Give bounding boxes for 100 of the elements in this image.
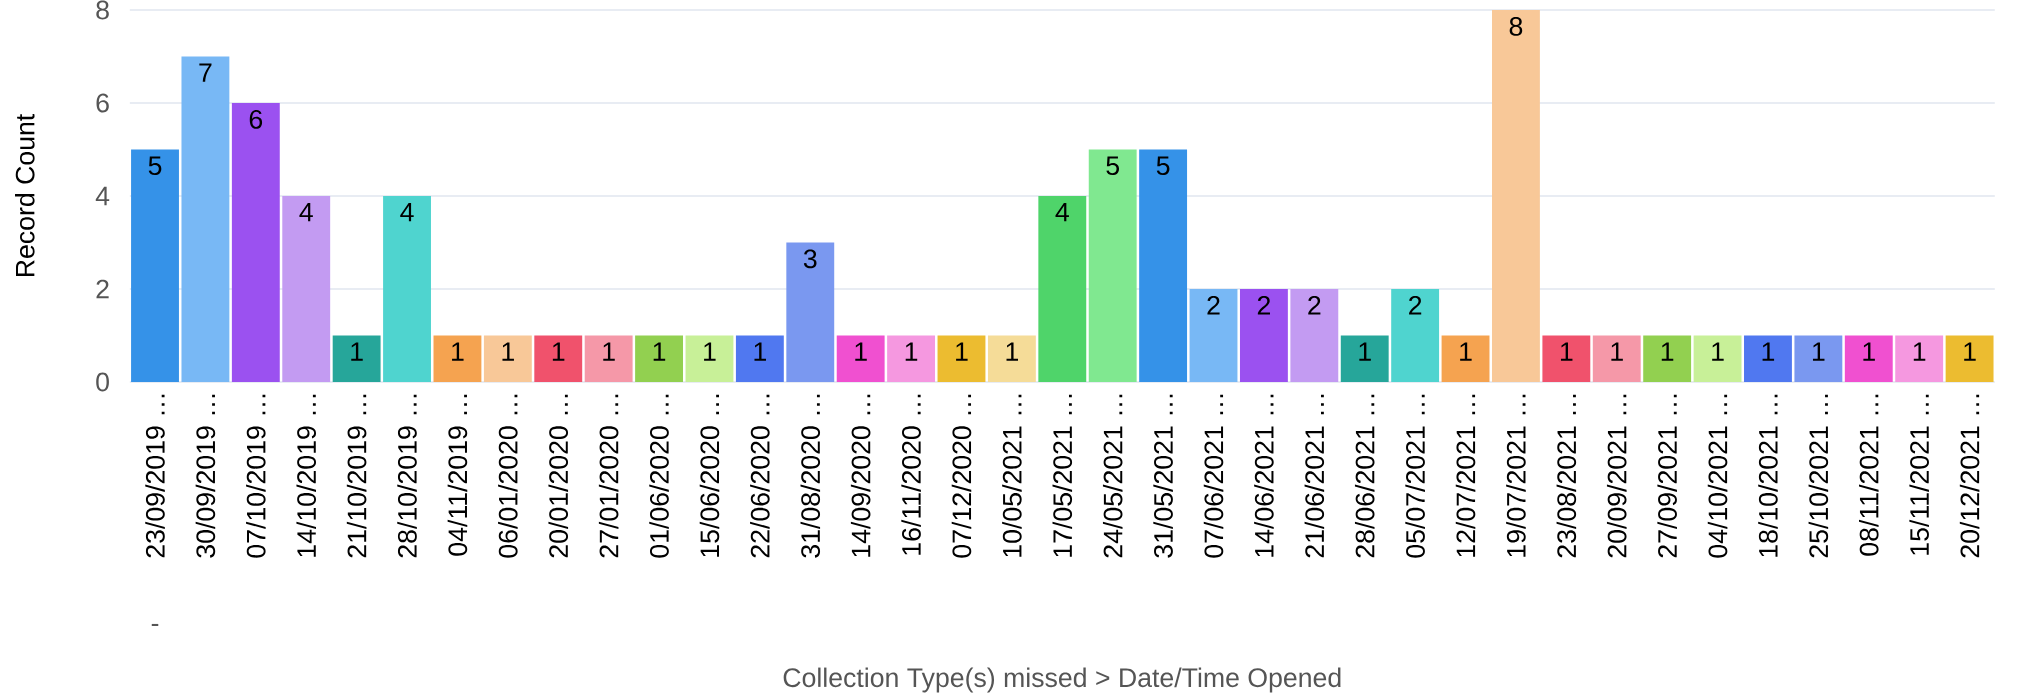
data-label: 4 <box>1055 202 1069 222</box>
bar <box>685 335 734 382</box>
data-label: 5 <box>148 156 162 176</box>
data-label: 4 <box>400 202 414 222</box>
bar <box>483 335 532 382</box>
bar <box>1189 288 1238 382</box>
x-tick-label: 28/10/2019 … <box>397 394 417 558</box>
bar <box>1038 196 1087 382</box>
bar <box>887 335 936 382</box>
data-label: 1 <box>1560 342 1573 361</box>
x-tick-label: 22/06/2020 … <box>750 394 770 558</box>
bar <box>131 149 179 382</box>
x-tick-label: 05/07/2021 … <box>1405 394 1425 558</box>
bar <box>1794 335 1843 382</box>
x-tick-label: 07/06/2021 … <box>1203 394 1224 558</box>
x-tick-label: 16/11/2020 … <box>901 394 921 555</box>
bar <box>1340 335 1389 382</box>
data-label: 5 <box>1106 156 1120 176</box>
bar <box>1290 288 1339 382</box>
bar <box>1844 335 1893 382</box>
data-label: 2 <box>1409 295 1422 315</box>
x-tick-label: 20/09/2021 … <box>1606 394 1627 558</box>
x-tick-label: 21/06/2021 … <box>1304 394 1325 558</box>
bar <box>181 56 230 382</box>
x-tick-label: 15/06/2020 … <box>699 394 720 557</box>
bar <box>1492 10 1540 382</box>
bar <box>1441 335 1490 382</box>
data-label: 1 <box>452 342 464 361</box>
x-tick-label: 31/05/2021 … <box>1153 394 1173 558</box>
x-tick-label: 21/10/2019 … <box>346 394 367 558</box>
y-tick-label: 6 <box>96 93 109 113</box>
x-tick-label: 10/05/2021 … <box>1002 394 1022 557</box>
bar <box>584 335 633 382</box>
bar <box>231 103 280 382</box>
x-tick-label: 30/09/2019 … <box>195 394 216 558</box>
data-label: 1 <box>1712 342 1724 361</box>
y-tick-label: 0 <box>96 372 109 392</box>
text: - <box>151 623 159 627</box>
data-label: 2 <box>1308 295 1321 315</box>
bar <box>1592 335 1641 382</box>
x-tick-label: 14/09/2020 … <box>850 394 871 557</box>
x-tick-label: 19/07/2021 … <box>1506 394 1526 557</box>
data-label: 1 <box>1359 342 1371 361</box>
x-tick-label: 12/07/2021 … <box>1455 394 1476 557</box>
bar <box>1744 335 1792 382</box>
bar <box>1693 335 1742 382</box>
x-tick-label: 17/05/2021 … <box>1052 394 1073 557</box>
data-label: 3 <box>803 249 817 269</box>
bar <box>735 335 784 382</box>
bar <box>1391 288 1440 382</box>
x-tick-label: 04/10/2021 … <box>1707 394 1728 558</box>
x-tick-label: 23/09/2019 … <box>145 394 165 558</box>
x-tick-label: 28/06/2021 … <box>1354 394 1375 558</box>
x-tick-label: 20/01/2020 … <box>548 394 569 558</box>
bar <box>1139 149 1188 382</box>
x-tick-label: 15/11/2021 … <box>1909 394 1929 555</box>
x-tick-label: 31/08/2020 … <box>800 394 821 558</box>
data-label: 5 <box>1156 156 1170 176</box>
bar <box>635 335 683 382</box>
data-label: 1 <box>1863 342 1875 361</box>
data-label: 1 <box>1913 342 1926 361</box>
y-tick-label: 8 <box>96 0 109 20</box>
data-label: 1 <box>855 342 867 361</box>
data-label: 1 <box>754 342 766 361</box>
data-label: 8 <box>1509 16 1523 36</box>
bar <box>383 196 431 382</box>
bar <box>1643 335 1692 382</box>
data-label: 1 <box>653 342 666 361</box>
x-tick-label: 23/08/2021 … <box>1556 394 1577 558</box>
x-tick-label: 14/06/2021 … <box>1254 394 1274 557</box>
bar <box>937 335 986 382</box>
data-label: 1 <box>1460 342 1472 361</box>
x-tick-label: 18/10/2021 … <box>1758 394 1778 557</box>
x-tick-label: 04/11/2019 … <box>447 394 468 556</box>
bar <box>332 335 381 382</box>
data-label: 1 <box>704 342 716 361</box>
bar <box>1239 288 1288 382</box>
data-label: 1 <box>1812 342 1825 361</box>
data-label: 1 <box>603 342 615 361</box>
bar <box>282 196 331 382</box>
bar <box>987 335 1036 382</box>
bar <box>1945 335 1994 382</box>
x-tick-label: 07/10/2019 … <box>246 394 266 558</box>
data-label: 1 <box>502 342 514 361</box>
data-label: 1 <box>351 342 363 361</box>
bar <box>786 242 835 382</box>
x-tick-label: 24/05/2021 … <box>1102 394 1123 558</box>
data-label: 1 <box>1661 342 1674 361</box>
data-label: 1 <box>1611 342 1623 361</box>
bar <box>1895 335 1944 382</box>
data-label: 1 <box>905 342 918 361</box>
x-tick-label: 27/09/2021 … <box>1657 394 1677 558</box>
data-label: 1 <box>552 342 565 361</box>
data-label: 7 <box>199 63 212 82</box>
y-tick-label: 2 <box>96 279 109 299</box>
data-label: 1 <box>1964 342 1976 361</box>
data-label: 1 <box>1006 342 1019 361</box>
data-label: 4 <box>299 202 313 222</box>
data-label: 1 <box>1762 342 1775 361</box>
x-tick-label: 06/01/2020 … <box>498 394 518 558</box>
